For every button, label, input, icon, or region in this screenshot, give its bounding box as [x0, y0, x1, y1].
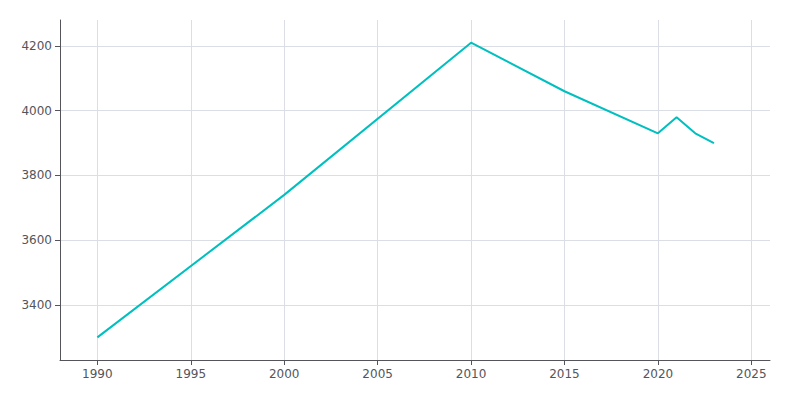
svg-text:2000: 2000 — [269, 367, 300, 381]
svg-text:3400: 3400 — [21, 298, 52, 312]
svg-text:1995: 1995 — [176, 367, 207, 381]
svg-text:2020: 2020 — [643, 367, 674, 381]
svg-text:3600: 3600 — [21, 233, 52, 247]
svg-text:4200: 4200 — [21, 39, 52, 53]
svg-text:4000: 4000 — [21, 104, 52, 118]
svg-text:1990: 1990 — [82, 367, 113, 381]
svg-text:2025: 2025 — [736, 367, 767, 381]
svg-text:3800: 3800 — [21, 168, 52, 182]
svg-text:2015: 2015 — [549, 367, 580, 381]
svg-text:2005: 2005 — [362, 367, 393, 381]
svg-text:2010: 2010 — [456, 367, 487, 381]
